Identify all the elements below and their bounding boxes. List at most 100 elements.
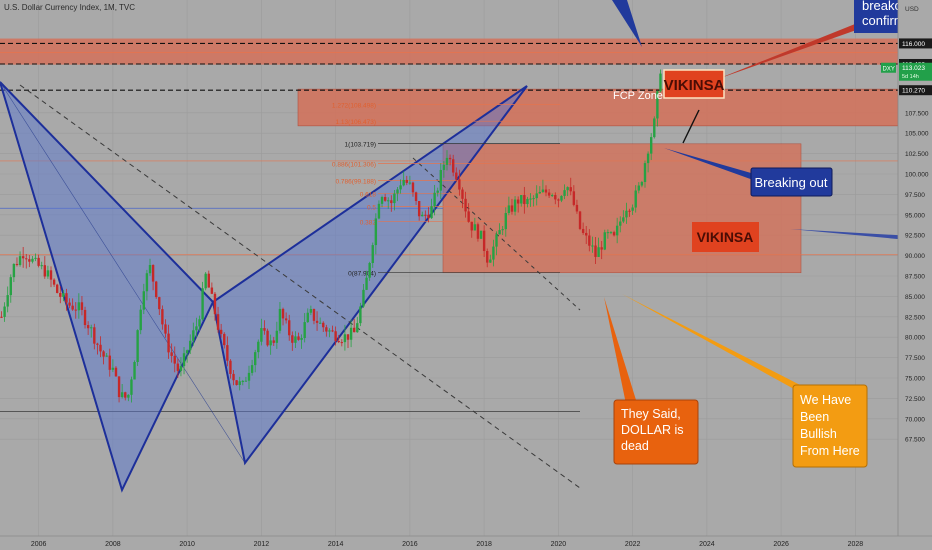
candle-body — [359, 306, 362, 324]
vikinsa-top-box[interactable] — [663, 69, 725, 99]
bullish-box[interactable] — [792, 384, 868, 468]
candle-body — [393, 193, 396, 204]
candle-body — [74, 309, 77, 311]
candle-body — [204, 273, 207, 289]
candle-body — [362, 289, 365, 307]
candle-body — [3, 306, 6, 317]
breakout-pointer — [715, 22, 862, 80]
candle-body — [482, 230, 486, 252]
candle-body — [247, 372, 251, 381]
candle-body — [486, 251, 489, 263]
candle-body — [646, 153, 650, 164]
candle-body — [377, 203, 381, 219]
candle-body — [578, 211, 582, 229]
candle-body — [473, 224, 477, 231]
candle-body — [535, 193, 538, 199]
candle-body — [235, 380, 238, 385]
breakout-confirm-box[interactable] — [854, 0, 904, 33]
candle-body — [253, 352, 257, 366]
candle-body — [52, 279, 56, 285]
fib-level-label: 1(103.719) — [345, 142, 376, 149]
candle-body — [387, 200, 390, 202]
candle-body — [161, 309, 164, 325]
candle-body — [328, 330, 331, 332]
ticker-tag — [881, 62, 896, 73]
candle-body — [62, 293, 65, 297]
candle-body — [550, 195, 554, 197]
candle-body — [142, 291, 146, 310]
candle-body — [349, 327, 353, 340]
breaking-out-label: Breaking out — [755, 175, 828, 190]
candle-body — [124, 392, 127, 398]
candle-body — [0, 316, 3, 318]
candle-body — [408, 182, 412, 184]
candle-body — [49, 270, 53, 280]
candle-body — [634, 190, 637, 208]
candle-body — [547, 192, 551, 196]
candle-body — [114, 367, 118, 377]
fcp-zone-label: FCP Zone — [613, 90, 663, 102]
fcp-zone-box[interactable] — [297, 88, 899, 127]
candle-body — [501, 229, 504, 231]
pattern-leg-xab[interactable] — [0, 81, 215, 493]
x-tick-label: 2026 — [773, 541, 789, 548]
ticker-label: DXY — [883, 67, 895, 73]
candle-body — [68, 302, 71, 306]
bullish-line: From Here — [800, 444, 860, 458]
candle-body — [656, 91, 659, 119]
candle-body — [272, 340, 275, 343]
vikinsa-mid-box[interactable] — [692, 222, 759, 252]
candle-body — [448, 157, 452, 160]
candle-body — [581, 228, 585, 233]
x-tick-label: 2024 — [699, 541, 715, 548]
candle-body — [513, 199, 517, 212]
y-tick-label: 92.500 — [905, 233, 925, 240]
candle-body — [148, 265, 152, 274]
candle-body — [637, 185, 641, 191]
candle-body — [334, 331, 337, 342]
candle-body — [498, 230, 501, 235]
candle-body — [198, 319, 201, 327]
breaking-out-box[interactable] — [750, 167, 833, 197]
candle-body — [12, 263, 16, 278]
y-tick-label: 82.500 — [905, 314, 925, 321]
candle-body — [182, 353, 186, 367]
they-said-line: They Said, — [621, 407, 681, 421]
candle-body — [127, 394, 130, 398]
candle-body — [591, 245, 594, 247]
candle-body — [402, 179, 405, 186]
fib-level-label: 0.786(99.188) — [336, 179, 376, 186]
candle-body — [306, 312, 309, 323]
candle-body — [396, 189, 399, 194]
they-said-box[interactable] — [613, 399, 699, 465]
candle-body — [609, 232, 613, 234]
candle-body — [34, 257, 37, 259]
candle-body — [566, 187, 569, 191]
chart-header-title: U.S. Dollar Currency Index, 1M, TVC — [4, 3, 136, 12]
candle-body — [266, 330, 269, 346]
candle-body — [405, 179, 408, 183]
candle-body — [445, 157, 449, 165]
candle-body — [619, 221, 622, 226]
candle-body — [111, 367, 115, 370]
y-tick-label: 100.000 — [905, 172, 929, 179]
y-tick-label: 75.000 — [905, 376, 925, 383]
candle-body — [628, 210, 631, 212]
candle-body — [201, 288, 204, 320]
candle-body — [520, 195, 523, 204]
candle-body — [461, 189, 464, 199]
candle-body — [250, 365, 254, 373]
candle-body — [65, 293, 68, 303]
candle-body — [455, 172, 458, 180]
candle-body — [195, 326, 198, 331]
candle-body — [594, 245, 597, 257]
fib-level-label: 0.618 — [360, 192, 377, 199]
candle-body — [189, 340, 192, 351]
candle-body — [86, 325, 90, 329]
candle-body — [479, 230, 483, 239]
candle-body — [439, 169, 443, 191]
candle-body — [263, 328, 266, 331]
bullish-line: Been — [800, 410, 829, 424]
candle-body — [489, 259, 492, 263]
